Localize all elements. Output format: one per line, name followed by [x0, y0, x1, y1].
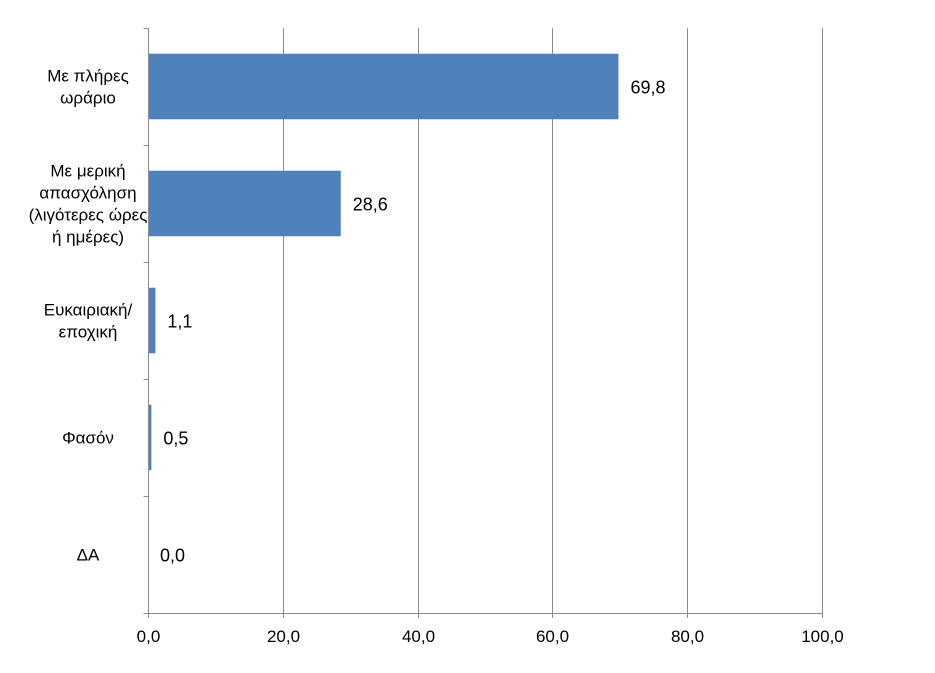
category-label: Με πλήρες — [47, 67, 129, 86]
category-label: Ευκαιριακή/ — [44, 301, 133, 320]
axes — [143, 28, 823, 618]
data-label: 1,1 — [167, 312, 192, 332]
x-tick-label: 80,0 — [671, 627, 704, 646]
x-tick-labels: 0,0 20,0 40,0 60,0 80,0 100,0 — [137, 627, 844, 646]
data-label: 28,6 — [353, 195, 388, 215]
x-tick-label: 0,0 — [137, 627, 161, 646]
category-label: ή ημέρες) — [52, 228, 124, 247]
category-labels: Με πλήρες ωράριο Με μερική απασχόληση (λιγότ… — [29, 67, 148, 565]
data-label: 69,8 — [630, 78, 665, 98]
gridlines — [283, 28, 823, 613]
category-label: Με μερική — [50, 162, 125, 181]
category-label: απασχόληση — [39, 184, 136, 203]
x-tick-label: 40,0 — [402, 627, 435, 646]
bar — [148, 53, 619, 120]
category-label: ΔΑ — [77, 546, 100, 565]
x-tick-label: 20,0 — [267, 627, 300, 646]
bars — [148, 53, 619, 471]
data-labels: 69,8 28,6 1,1 0,5 0,0 — [160, 78, 665, 566]
bar — [148, 287, 156, 354]
data-label: 0,5 — [163, 429, 188, 449]
category-label: (λιγότερες ώρες — [29, 206, 148, 225]
bar — [148, 170, 341, 237]
x-tick-label: 60,0 — [536, 627, 569, 646]
bar — [148, 404, 152, 471]
x-tick-label: 100,0 — [801, 627, 844, 646]
data-label: 0,0 — [160, 546, 185, 566]
category-label: ωράριο — [60, 89, 116, 108]
category-label: Φασόν — [62, 429, 114, 448]
category-label: εποχική — [59, 323, 118, 342]
